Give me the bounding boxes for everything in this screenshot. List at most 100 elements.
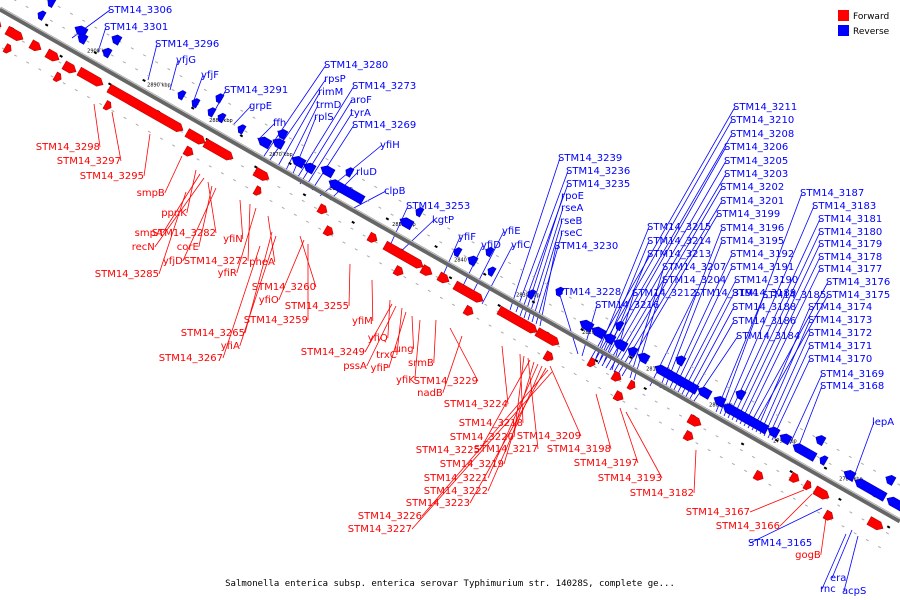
gene-label[interactable]: STM14_3182 <box>630 488 694 499</box>
gene-label[interactable]: STM14_3215 <box>647 222 711 233</box>
reverse-gene-arrow[interactable] <box>696 385 713 400</box>
gene-label[interactable]: trxC <box>376 350 397 361</box>
gene-label[interactable]: rplS <box>314 112 334 123</box>
gene-label[interactable]: kgtP <box>432 215 454 226</box>
gene-label[interactable]: STM14_3253 <box>406 201 470 212</box>
gene-label[interactable]: yfiO <box>259 295 279 306</box>
gene-label[interactable]: STM14_3166 <box>716 521 780 532</box>
gene-label[interactable]: STM14_3226 <box>358 511 422 522</box>
gene-label[interactable]: STM14_3213 <box>647 249 711 260</box>
gene-label[interactable]: STM14_3291 <box>224 85 288 96</box>
reverse-gene-arrow[interactable] <box>36 9 47 21</box>
gene-label[interactable]: yfjF <box>201 70 219 81</box>
gene-label[interactable]: STM14_3180 <box>818 227 882 238</box>
reverse-gene-arrow[interactable] <box>484 246 495 258</box>
gene-label[interactable]: trmD <box>316 100 342 111</box>
gene-label[interactable]: STM14_3186 <box>732 316 796 327</box>
gene-label[interactable]: STM14_3272 <box>184 256 248 267</box>
reverse-gene-arrow[interactable] <box>818 454 829 466</box>
gene-label[interactable]: STM14_3225 <box>416 445 480 456</box>
reverse-gene-arrow[interactable] <box>653 363 700 395</box>
gene-label[interactable]: yfiF <box>458 232 476 243</box>
gene-label[interactable]: STM14_3195 <box>720 236 784 247</box>
gene-label[interactable]: STM14_3236 <box>566 166 630 177</box>
gene-label[interactable]: STM14_3197 <box>574 458 638 469</box>
gene-label[interactable]: pheA <box>249 257 275 268</box>
forward-gene-arrow[interactable] <box>4 25 25 43</box>
forward-gene-arrow[interactable] <box>102 100 113 111</box>
gene-label[interactable]: STM14_3174 <box>808 302 872 313</box>
gene-label[interactable]: STM14_3202 <box>720 182 784 193</box>
gene-label[interactable]: tyrA <box>350 108 371 119</box>
reverse-gene-arrow[interactable] <box>276 127 289 141</box>
gene-label[interactable]: STM14_3259 <box>244 315 308 326</box>
forward-gene-arrow[interactable] <box>182 145 195 158</box>
forward-gene-arrow[interactable] <box>686 413 703 429</box>
gene-label[interactable]: pssA <box>343 361 367 372</box>
gene-label[interactable]: STM14_3230 <box>554 241 618 252</box>
reverse-gene-arrow[interactable] <box>214 92 225 104</box>
gene-label[interactable]: rseA <box>561 203 583 214</box>
gene-label[interactable]: STM14_3204 <box>662 275 726 286</box>
gene-label[interactable]: STM14_3176 <box>826 277 890 288</box>
reverse-gene-arrow[interactable] <box>327 177 366 205</box>
gene-label[interactable]: STM14_3167 <box>686 507 750 518</box>
reverse-gene-arrow[interactable] <box>398 215 415 231</box>
reverse-gene-arrow[interactable] <box>842 468 857 482</box>
gene-label[interactable]: yfiH <box>380 140 400 151</box>
forward-gene-arrow[interactable] <box>812 485 831 502</box>
forward-gene-arrow[interactable] <box>542 350 555 363</box>
gene-label[interactable]: STM14_3222 <box>424 486 488 497</box>
reverse-gene-arrow[interactable] <box>853 476 888 502</box>
forward-gene-arrow[interactable] <box>462 304 475 317</box>
gene-label[interactable]: STM14_3189 <box>732 288 796 299</box>
forward-gene-arrow[interactable] <box>366 231 379 244</box>
gene-label[interactable]: recN <box>132 242 155 253</box>
gene-label[interactable]: rluD <box>356 167 377 178</box>
gene-label[interactable]: STM14_3203 <box>724 169 788 180</box>
forward-gene-arrow[interactable] <box>28 39 43 54</box>
forward-gene-arrow[interactable] <box>752 469 765 482</box>
reverse-gene-arrow[interactable] <box>712 394 727 408</box>
gene-label[interactable]: STM14_3178 <box>818 252 882 263</box>
forward-gene-arrow[interactable] <box>534 327 561 348</box>
gene-label[interactable]: STM14_3179 <box>818 239 882 250</box>
forward-gene-arrow[interactable] <box>184 128 207 147</box>
forward-gene-arrow[interactable] <box>866 516 885 533</box>
gene-label[interactable]: STM14_3273 <box>352 81 416 92</box>
gene-label[interactable]: STM14_3220 <box>450 432 514 443</box>
gene-label[interactable]: STM14_3255 <box>285 301 349 312</box>
gene-label[interactable]: STM14_3211 <box>733 102 797 113</box>
forward-gene-arrow[interactable] <box>202 138 235 163</box>
gene-label[interactable]: acpS <box>842 586 866 597</box>
gene-label[interactable]: STM14_3265 <box>181 328 245 339</box>
gene-label[interactable]: STM14_3219 <box>440 459 504 470</box>
gene-label[interactable]: STM14_3229 <box>414 376 478 387</box>
gene-label[interactable]: rimM <box>318 87 343 98</box>
gene-label[interactable]: STM14_3172 <box>808 328 872 339</box>
gene-label[interactable]: STM14_3175 <box>826 290 890 301</box>
forward-gene-arrow[interactable] <box>76 66 105 88</box>
forward-gene-arrow[interactable] <box>452 280 485 305</box>
forward-gene-arrow[interactable] <box>252 166 271 183</box>
gene-label[interactable]: STM14_3183 <box>812 201 876 212</box>
reverse-gene-arrow[interactable] <box>216 112 227 124</box>
gene-label[interactable]: nadB <box>417 388 443 399</box>
gene-label[interactable]: yfiQ <box>368 333 388 344</box>
gene-label[interactable]: STM14_3169 <box>820 369 884 380</box>
reverse-gene-arrow[interactable] <box>344 166 355 178</box>
gene-label[interactable]: STM14_3296 <box>155 39 219 50</box>
gene-label[interactable]: STM14_3224 <box>444 399 508 410</box>
gene-label[interactable]: STM14_3297 <box>57 156 121 167</box>
gene-label[interactable]: era <box>830 573 846 584</box>
gene-label[interactable]: rpoE <box>561 191 584 202</box>
reverse-gene-arrow[interactable] <box>612 337 629 352</box>
gene-label[interactable]: STM14_3306 <box>108 5 172 16</box>
reverse-gene-arrow[interactable] <box>486 265 497 277</box>
forward-gene-arrow[interactable] <box>496 305 539 335</box>
reverse-gene-arrow[interactable] <box>734 388 747 401</box>
gene-label[interactable]: STM14_3205 <box>724 156 788 167</box>
forward-gene-arrow[interactable] <box>252 185 263 197</box>
gene-label[interactable]: yfiK <box>396 375 415 386</box>
gene-label[interactable]: rnc <box>820 584 836 595</box>
